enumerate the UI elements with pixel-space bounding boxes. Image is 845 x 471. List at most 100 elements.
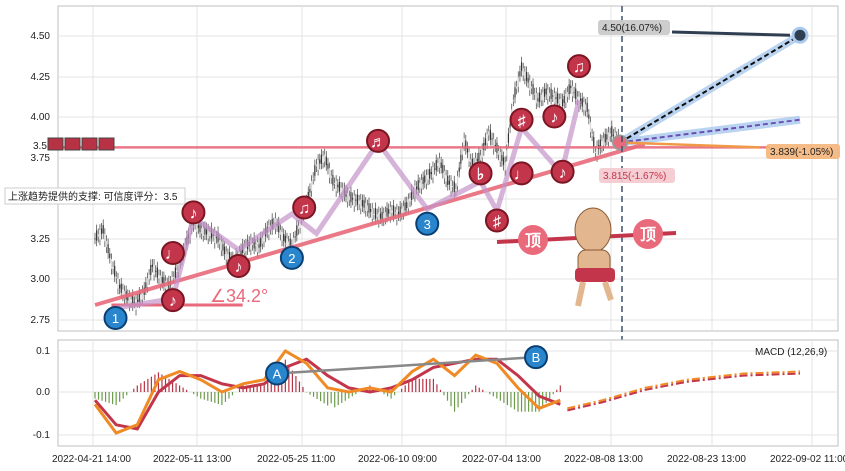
candle-body [312, 177, 314, 179]
candle-body [258, 244, 260, 248]
wave-point [415, 211, 440, 236]
forecast-high-label: 4.50(16.07%) [602, 23, 662, 34]
candle-body [588, 114, 590, 119]
candle-body [317, 159, 319, 170]
note-point [509, 161, 534, 186]
divergence-point [524, 345, 548, 370]
candle-body [514, 87, 516, 98]
wave-point-label: 3 [424, 217, 431, 232]
candle-body [360, 199, 362, 209]
macd-y-axis: 0.1 0.0 -0.1 [33, 346, 51, 441]
candle-body [534, 93, 536, 95]
note-point [566, 54, 591, 79]
candle-body [612, 134, 615, 136]
candle-body [506, 150, 508, 156]
candle-body [571, 85, 574, 97]
forecast-high-label-bg [598, 20, 670, 35]
candle-body [356, 194, 359, 205]
note-point [509, 107, 534, 132]
price-grid [58, 6, 838, 331]
candle-body [461, 148, 464, 155]
candle-body [589, 122, 592, 133]
candle-body [488, 131, 490, 136]
candle-body [366, 205, 368, 211]
price-y-axis: 4.504.254.003.753.503.253.002.75 [31, 31, 51, 326]
candle-body [435, 160, 437, 171]
candle-body [202, 227, 204, 236]
candle-body [512, 100, 514, 102]
candle-body [127, 295, 129, 301]
candle-body [524, 71, 526, 79]
candle-body [470, 159, 472, 163]
candle-body [379, 213, 382, 219]
candle-body [465, 140, 467, 149]
candle-body [384, 212, 386, 219]
candle-body [220, 241, 222, 251]
candle-body [176, 270, 178, 273]
top-marker-label: 顶 [640, 225, 656, 244]
candle-body [199, 222, 201, 233]
note-point [160, 241, 185, 265]
candle-body [611, 126, 613, 137]
candle-body [545, 88, 547, 95]
candle-body [530, 86, 533, 89]
candle-body [493, 138, 495, 149]
candle-body [463, 138, 465, 146]
candle-body [583, 102, 585, 110]
candle-body [240, 249, 242, 255]
candle-body [540, 94, 542, 101]
candle-body [501, 154, 503, 162]
candle-body [606, 134, 608, 140]
candle-body [427, 174, 429, 180]
note-point [181, 200, 206, 225]
candle-body [115, 276, 117, 279]
candle-body [407, 199, 409, 209]
candle-body [225, 251, 227, 260]
candle-body [593, 136, 595, 148]
candle-body [107, 244, 109, 254]
candle-body [368, 203, 370, 213]
candle-body [557, 93, 559, 104]
candle-body [547, 89, 549, 99]
candle-body [494, 145, 496, 147]
mascot-leg [602, 281, 614, 301]
price-y-tick: 3.75 [31, 153, 51, 164]
candle-body [370, 208, 372, 212]
candle-body [550, 88, 552, 99]
note-point [542, 104, 567, 129]
candle-body [146, 278, 149, 288]
x-tick: 2022-06-10 09:00 [358, 454, 437, 465]
candle-body [214, 232, 216, 243]
note-point-glyph: ♯ [493, 214, 501, 231]
candle-body [109, 253, 111, 258]
candle-body [204, 226, 206, 235]
note-point [160, 288, 185, 313]
divergence-point [265, 361, 289, 386]
candle-body [481, 149, 483, 158]
candle-body [386, 207, 388, 217]
candle-body [476, 158, 478, 162]
candle-body [286, 238, 288, 248]
candle-body [517, 77, 519, 87]
forecast-mid-line [619, 118, 801, 144]
candle-body [409, 198, 411, 202]
candle-body [168, 281, 170, 291]
candle-body [281, 231, 283, 241]
candle-body [160, 275, 162, 285]
candle-body [399, 206, 401, 216]
candle-body [565, 93, 567, 103]
candle-body [455, 189, 457, 191]
candle-body [353, 195, 355, 207]
x-tick: 2022-05-25 11:00 [257, 454, 336, 465]
wave-point [103, 306, 128, 330]
macd-projection [567, 370, 801, 410]
wave-path [115, 99, 582, 311]
candle-body [105, 240, 108, 248]
candle-body [263, 233, 265, 242]
note-point-glyph: ♪ [550, 110, 558, 127]
wave-point-label: 1 [112, 311, 119, 326]
candle-body [287, 241, 290, 247]
candle-body [297, 225, 300, 230]
candle-body [161, 277, 163, 283]
candle-body [130, 299, 132, 303]
